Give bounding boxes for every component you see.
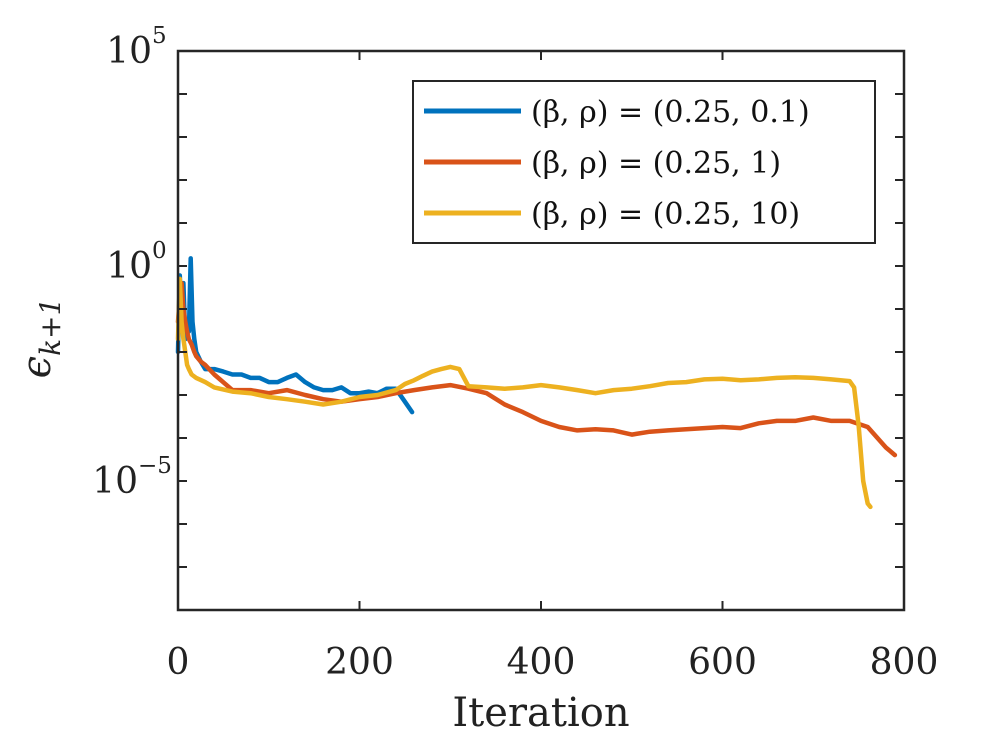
y-axis-title: ϵk+1 xyxy=(14,298,67,379)
y-tick-label: 10 0 xyxy=(106,238,166,287)
x-tick-label: 800 xyxy=(870,642,939,683)
x-tick-label: 600 xyxy=(688,642,757,683)
y-tick-label: 10 −5 xyxy=(92,453,172,502)
y-axis-title-main: ϵ xyxy=(14,356,60,378)
tick-layer xyxy=(177,50,905,610)
y-tick-label-exponent: 0 xyxy=(152,238,167,264)
x-tick-label: 200 xyxy=(325,642,394,683)
y-tick-label: 10 5 xyxy=(106,23,166,72)
y-tick-label-exponent: 5 xyxy=(152,23,167,49)
series-line-2 xyxy=(175,280,898,458)
y-tick-label-exponent: −5 xyxy=(138,453,172,479)
legend: (β, ρ) = (0.25, 0.1) (β, ρ) = (0.25, 1) (β… xyxy=(412,80,876,244)
y-tick-label-base: 10 xyxy=(106,31,152,72)
series-line-3 xyxy=(175,276,873,510)
y-axis-title-subscript: k+1 xyxy=(34,298,67,356)
x-tick-labels: 0 200 400 600 800 xyxy=(167,642,939,683)
x-tick-label: 0 xyxy=(167,642,190,683)
y-tick-label-base: 10 xyxy=(106,246,152,287)
series-layer xyxy=(175,256,898,510)
x-axis-title: Iteration xyxy=(452,690,629,736)
y-tick-label-base: 10 xyxy=(92,461,138,502)
legend-label-2: (β, ρ) = (0.25, 1) xyxy=(531,146,781,181)
x-tick-label: 400 xyxy=(507,642,576,683)
legend-label-3: (β, ρ) = (0.25, 10) xyxy=(531,197,800,232)
svg-text:ϵk+1: ϵk+1 xyxy=(14,298,67,379)
legend-label-1: (β, ρ) = (0.25, 0.1) xyxy=(531,95,810,130)
